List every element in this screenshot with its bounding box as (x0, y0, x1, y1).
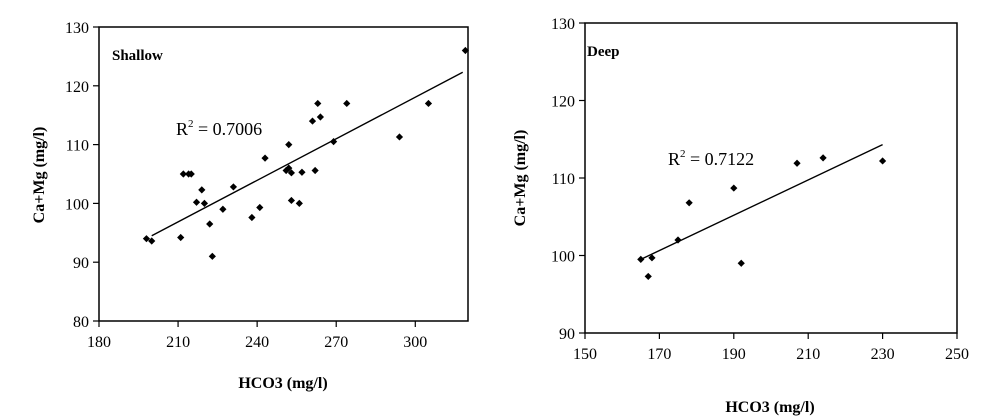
shallow-x-axis-label: HCO3 (mg/l) (238, 375, 327, 392)
deep-r2-annotation: R2 = 0.7122 (668, 148, 754, 169)
deep-y-tick-label: 110 (552, 171, 575, 188)
shallow-y-tick-label: 110 (66, 138, 89, 155)
shallow-panel: Shallow HCO3 (mg/l) Ca+Mg (mg/l) R2 = 0.… (31, 20, 469, 392)
deep-y-axis-label: Ca+Mg (mg/l) (512, 130, 529, 227)
shallow-trend-line (151, 71, 464, 237)
shallow-data-point (261, 154, 269, 162)
deep-data-point (644, 272, 652, 281)
shallow-y-tick-label: 120 (65, 79, 89, 96)
shallow-y-tick-label: 100 (65, 196, 89, 213)
shallow-x-tick-label: 270 (324, 334, 348, 351)
shallow-data-point (177, 233, 185, 242)
shallow-data-point (424, 99, 433, 108)
shallow-data-point (314, 99, 322, 108)
deep-data-point (730, 184, 738, 192)
shallow-data-point (308, 117, 317, 125)
deep-panel-label: Deep (587, 44, 620, 60)
deep-x-tick-label: 170 (647, 346, 671, 363)
shallow-r2-annotation: R2 = 0.7006 (176, 118, 262, 139)
shallow-data-point (142, 235, 151, 243)
deep-data-point (737, 259, 745, 267)
shallow-data-point (208, 252, 216, 260)
shallow-data-point (200, 199, 209, 207)
shallow-data-point (187, 170, 195, 178)
shallow-x-ticks: 180 210 240 270 300 (87, 321, 427, 351)
shallow-data-point (316, 113, 324, 121)
shallow-y-tick-label: 130 (65, 20, 89, 37)
shallow-data-point (248, 213, 256, 222)
shallow-data-point (206, 220, 214, 228)
shallow-data-point (198, 186, 206, 194)
shallow-data-point (295, 199, 303, 207)
shallow-data-point (148, 237, 156, 245)
deep-data-points (637, 144, 887, 281)
shallow-data-points (142, 46, 469, 260)
deep-x-tick-label: 210 (796, 346, 820, 363)
shallow-data-point (282, 166, 290, 175)
deep-x-tick-label: 150 (573, 346, 597, 363)
shallow-data-point (329, 138, 338, 146)
shallow-y-tick-label: 80 (73, 314, 89, 331)
deep-panel: Deep HCO3 (mg/l) Ca+Mg (mg/l) R2 = 0.712… (512, 16, 969, 416)
shallow-y-axis-label: Ca+Mg (mg/l) (31, 127, 48, 224)
shallow-data-point (287, 196, 296, 205)
shallow-data-point (179, 170, 187, 178)
deep-data-point (648, 254, 656, 262)
deep-data-point (879, 157, 887, 165)
shallow-data-point (285, 164, 293, 172)
deep-x-ticks: 150 170 190 210 230 250 (573, 333, 969, 363)
shallow-data-point (287, 169, 296, 177)
deep-data-point (685, 199, 693, 207)
shallow-data-point (343, 99, 351, 108)
shallow-data-point (461, 46, 469, 55)
shallow-data-point (192, 198, 201, 206)
shallow-x-tick-label: 210 (166, 334, 190, 351)
shallow-plot-area (98, 26, 469, 322)
deep-data-point (793, 159, 801, 167)
deep-plot-area (584, 22, 958, 334)
shallow-data-point (395, 133, 404, 141)
deep-x-tick-label: 190 (722, 346, 746, 363)
deep-data-point (637, 255, 645, 263)
shallow-panel-label: Shallow (112, 48, 163, 64)
shallow-data-point (229, 183, 238, 191)
shallow-data-point (311, 166, 319, 175)
shallow-x-tick-label: 180 (87, 334, 111, 351)
deep-y-tick-label: 130 (551, 16, 575, 33)
deep-data-point (674, 236, 682, 244)
shallow-y-ticks: 80 90 100 110 120 130 (65, 20, 99, 331)
deep-y-tick-label: 90 (559, 326, 575, 343)
shallow-y-tick-label: 90 (73, 255, 89, 272)
deep-y-ticks: 90 100 110 120 130 (551, 16, 585, 343)
shallow-x-tick-label: 300 (403, 334, 427, 351)
shallow-data-point (285, 141, 293, 149)
deep-x-tick-label: 230 (871, 346, 895, 363)
deep-x-tick-label: 250 (945, 346, 969, 363)
deep-x-axis-label: HCO3 (mg/l) (725, 399, 814, 416)
deep-y-tick-label: 100 (551, 249, 575, 266)
shallow-data-point (298, 168, 306, 176)
deep-y-tick-label: 120 (551, 94, 575, 111)
shallow-x-tick-label: 240 (245, 334, 269, 351)
shallow-data-point (256, 203, 264, 212)
shallow-data-point (219, 205, 227, 213)
deep-data-point (819, 154, 827, 162)
